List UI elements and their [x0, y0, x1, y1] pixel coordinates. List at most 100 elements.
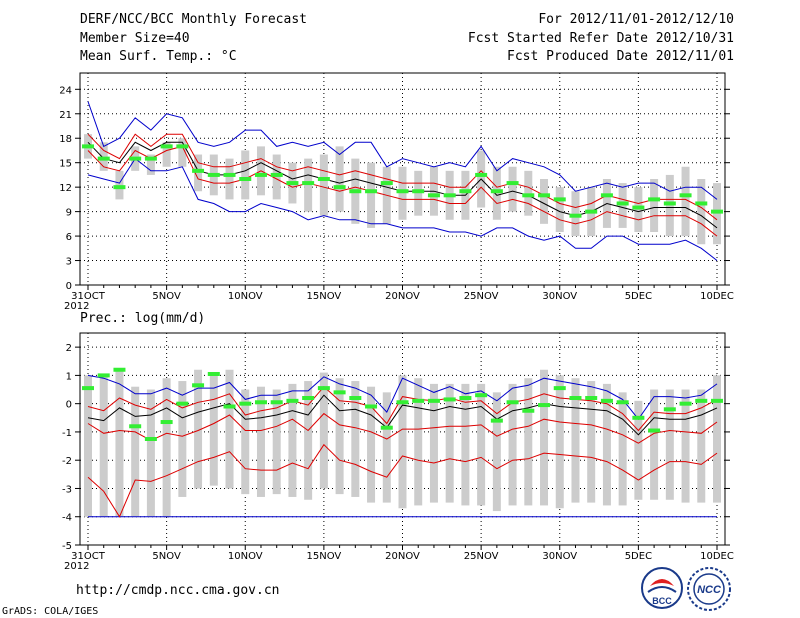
observed-marker	[380, 425, 393, 430]
spread-box	[99, 142, 108, 171]
spread-box	[697, 179, 706, 245]
spread-box	[508, 383, 517, 506]
observed-marker	[600, 193, 613, 198]
x-tick-label: 20NOV	[385, 551, 420, 562]
x-year-label: 2012	[64, 301, 89, 312]
spread-box	[524, 378, 533, 506]
observed-marker	[490, 189, 503, 194]
spread-box	[241, 150, 250, 200]
y-tick-label: -1	[62, 428, 72, 439]
spread-box	[115, 170, 124, 200]
observed-marker	[192, 168, 205, 173]
observed-marker	[632, 415, 645, 420]
spread-box	[634, 400, 643, 500]
header-variable: Mean Surf. Temp.: °C	[80, 49, 237, 64]
header-produced: Fcst Produced Date 2012/11/01	[507, 49, 734, 64]
spread-box	[225, 158, 234, 200]
spread-box	[256, 386, 265, 497]
observed-marker	[600, 398, 613, 403]
observed-marker	[522, 408, 535, 413]
spread-box	[665, 174, 674, 237]
spread-box	[178, 381, 187, 497]
ncc-logo-text: NCC	[697, 584, 722, 596]
observed-marker	[286, 398, 299, 403]
lower2-line	[87, 443, 718, 518]
observed-marker	[396, 400, 409, 405]
spread-box	[665, 389, 674, 500]
spread-box	[524, 170, 533, 216]
observed-marker	[144, 156, 157, 161]
panel-title: Prec.: log(mm/d)	[80, 311, 205, 326]
observed-marker	[679, 401, 692, 406]
spread-box	[272, 389, 281, 495]
x-tick-label: 5DEC	[625, 291, 652, 302]
x-tick-label: 20NOV	[385, 291, 420, 302]
spread-box	[602, 383, 611, 506]
observed-marker	[648, 197, 661, 202]
spread-box	[634, 187, 643, 232]
spread-box	[225, 369, 234, 489]
y-tick-label: 24	[59, 85, 72, 96]
observed-marker	[223, 404, 236, 409]
spread-box	[540, 369, 549, 506]
x-tick-label: 5NOV	[152, 291, 181, 302]
spread-box	[146, 154, 155, 175]
bcc-logo: BCC	[641, 567, 683, 609]
spread-box	[304, 158, 313, 212]
observed-marker	[207, 371, 220, 376]
spread-box	[335, 146, 344, 212]
observed-marker	[365, 189, 378, 194]
spread-box	[319, 154, 328, 216]
bcc-logo-text: BCC	[652, 596, 672, 606]
lower-line	[87, 145, 718, 237]
observed-marker	[317, 177, 330, 181]
observed-marker	[349, 189, 362, 194]
spread-box	[508, 166, 517, 212]
y-tick-label: 0	[66, 400, 72, 411]
spread-box	[146, 389, 155, 517]
spread-box	[618, 392, 627, 506]
x-tick-label: 30NOV	[542, 551, 577, 562]
x-tick-label: 15NOV	[307, 551, 342, 562]
observed-marker	[506, 400, 519, 405]
min-line	[87, 157, 718, 261]
spread-box	[398, 166, 407, 220]
spread-box	[618, 183, 627, 228]
max-line	[87, 101, 718, 200]
max-line	[87, 374, 718, 421]
observed-marker	[443, 193, 456, 198]
spread-box	[650, 389, 659, 500]
observed-marker	[711, 209, 723, 214]
observed-marker	[97, 156, 110, 161]
x-tick-label: 31OCT	[71, 551, 106, 562]
observed-marker	[192, 383, 205, 388]
observed-marker	[223, 172, 236, 177]
x-tick-label: 15NOV	[307, 291, 342, 302]
observed-marker	[270, 400, 283, 405]
observed-marker	[286, 181, 299, 186]
observed-marker	[711, 398, 723, 403]
footer-url[interactable]: http://cmdp.ncc.cma.gov.cn	[76, 583, 280, 598]
spread-box	[461, 383, 470, 506]
observed-marker	[160, 420, 173, 425]
observed-marker	[632, 205, 645, 210]
ncc-logo: NCC	[687, 567, 731, 611]
observed-marker	[538, 193, 551, 198]
observed-marker	[270, 172, 283, 177]
y-tick-label: 2	[66, 343, 72, 354]
y-tick-label: 6	[66, 232, 72, 243]
spread-box	[209, 372, 218, 486]
observed-marker	[506, 181, 519, 186]
spread-box	[194, 154, 203, 192]
observed-marker	[522, 193, 535, 198]
y-tick-label: 21	[59, 110, 72, 121]
spread-box	[272, 154, 281, 200]
observed-marker	[695, 398, 708, 403]
observed-marker	[144, 437, 157, 441]
spread-box	[555, 375, 564, 509]
observed-marker	[254, 400, 267, 405]
observed-marker	[412, 189, 425, 194]
spread-box	[178, 138, 187, 167]
observed-marker	[459, 396, 472, 401]
spread-box	[367, 386, 376, 503]
